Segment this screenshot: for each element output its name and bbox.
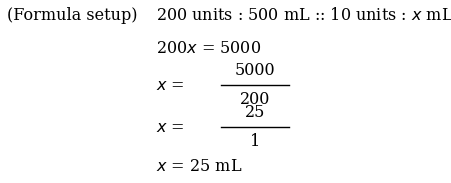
Text: $x$ =: $x$ = (156, 119, 184, 136)
Text: 25: 25 (244, 104, 265, 121)
Text: $x$ =: $x$ = (156, 77, 184, 94)
Text: 200: 200 (239, 91, 270, 108)
Text: 200 units : 500 mL :: 10 units : $x$ mL: 200 units : 500 mL :: 10 units : $x$ mL (156, 7, 451, 24)
Text: $x$ = 25 mL: $x$ = 25 mL (156, 158, 242, 175)
Text: 5000: 5000 (235, 62, 275, 79)
Text: 200$x$ = 5000: 200$x$ = 5000 (156, 40, 261, 57)
Text: 1: 1 (250, 133, 260, 150)
Text: (Formula setup): (Formula setup) (7, 7, 137, 24)
